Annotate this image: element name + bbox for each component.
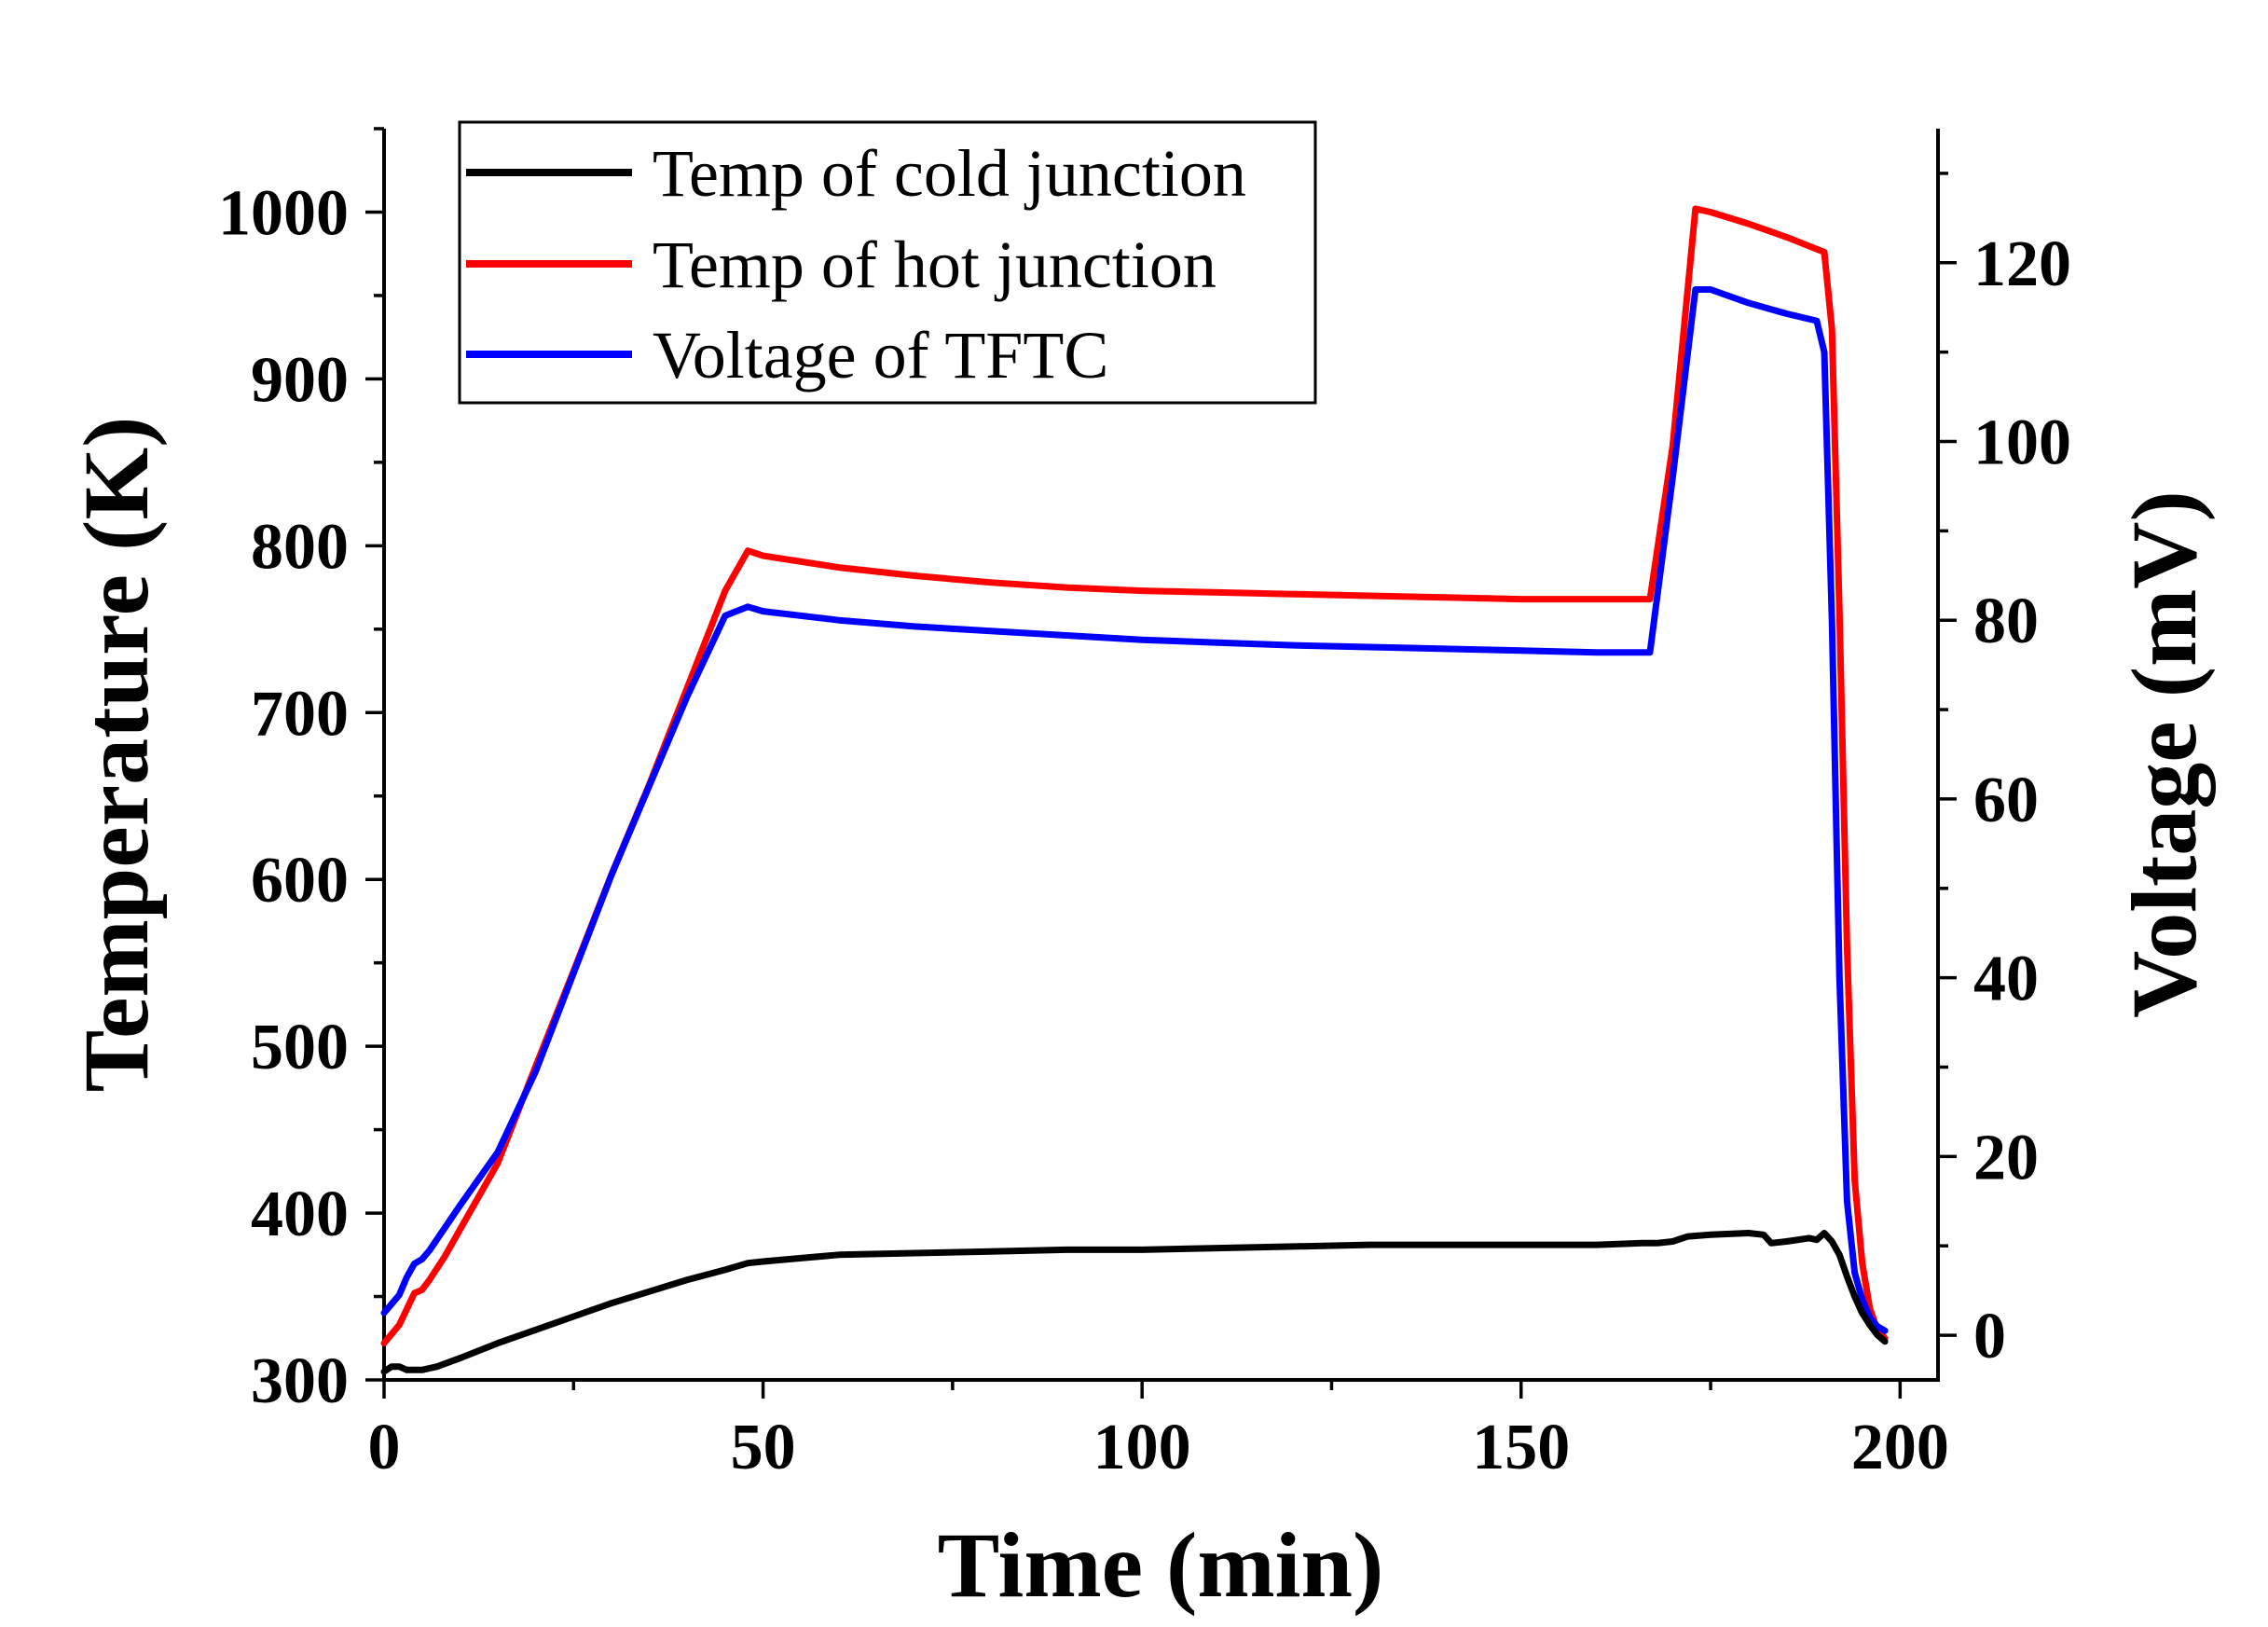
legend-label-hot: Temp of hot junction — [653, 228, 1216, 302]
y-tick-label: 300 — [251, 1345, 349, 1417]
y2-tick-label: 100 — [1973, 407, 2071, 479]
series-line-temp-of-hot-junction — [380, 205, 1889, 1347]
x-tick-label: 150 — [1472, 1412, 1570, 1483]
y2-tick-label: 40 — [1973, 944, 2039, 1015]
y2-tick-label: 20 — [1973, 1122, 2039, 1193]
y2-tick-label: 60 — [1973, 765, 2039, 836]
y-axis-title: Temperature (K) — [64, 417, 168, 1093]
y-tick-label: 500 — [251, 1012, 349, 1083]
y2-tick-label: 0 — [1973, 1301, 2006, 1372]
axis-ticks: 0 50 100 150 200 300 400 500 600 700 800 900 1000 0 20… — [218, 127, 2071, 1483]
y-tick-label: 1000 — [218, 177, 349, 249]
legend-label-voltage: Voltage of TFTC — [653, 318, 1108, 393]
y-tick-label: 800 — [251, 511, 349, 583]
x-tick-label: 50 — [731, 1412, 796, 1483]
y2-axis-title: Voltage (mV) — [2112, 490, 2216, 1018]
legend-label-cold: Temp of cold junction — [653, 136, 1246, 211]
y2-tick-label: 80 — [1973, 586, 2039, 657]
series-line-temp-of-cold-junction — [380, 1230, 1889, 1375]
y-tick-label: 900 — [251, 344, 349, 416]
y-tick-label: 700 — [251, 678, 349, 750]
y-tick-label: 400 — [251, 1179, 349, 1250]
x-axis-title: Time (min) — [938, 1513, 1384, 1617]
x-tick-label: 200 — [1851, 1412, 1949, 1483]
series-line-voltage-of-tftc — [380, 286, 1889, 1334]
legend: Temp of cold junction Temp of hot juncti… — [458, 120, 1317, 405]
x-tick-label: 0 — [368, 1412, 401, 1483]
series-lines — [380, 205, 1889, 1375]
y2-tick-label: 120 — [1973, 228, 2071, 300]
x-tick-label: 100 — [1093, 1412, 1191, 1483]
y-tick-label: 600 — [251, 845, 349, 917]
